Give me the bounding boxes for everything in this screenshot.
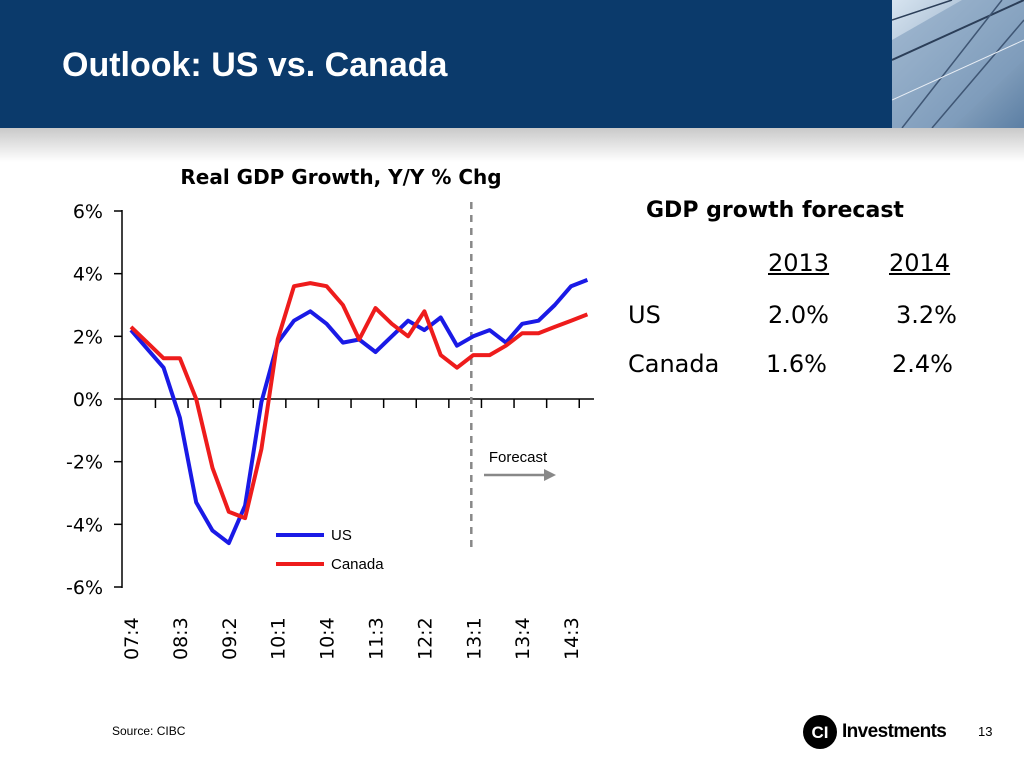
x-tick-label: 13:4 — [512, 617, 534, 660]
building-photo-graphic — [892, 0, 1024, 128]
forecast-canada-2013: 1.6% — [766, 350, 827, 378]
x-tick-label: 11:3 — [366, 617, 388, 660]
source-note: Source: CIBC — [112, 724, 186, 738]
forecast-year-2013: 2013 — [768, 249, 830, 277]
x-tick-label: 14:3 — [561, 617, 583, 660]
ci-logo-mark: CI — [803, 715, 837, 749]
forecast-arrow — [484, 469, 556, 481]
x-tick-label: 13:1 — [463, 617, 485, 660]
x-tick-label: 09:2 — [219, 617, 241, 660]
forecast-us-2014: 3.2% — [896, 301, 957, 329]
forecast-canada-2014: 2.4% — [892, 350, 953, 378]
page-number: 13 — [978, 724, 993, 739]
y-tick-label: 4% — [73, 264, 103, 286]
x-tick-label: 12:2 — [414, 617, 436, 660]
header-shadow — [0, 128, 1024, 162]
forecast-row-canada-label: Canada — [628, 350, 720, 378]
x-tick-label: 07:4 — [121, 617, 143, 660]
legend-us-label: US — [331, 527, 352, 544]
y-tick-label: 2% — [73, 326, 103, 348]
forecast-us-2013: 2.0% — [768, 301, 829, 329]
legend-canada-label: Canada — [331, 556, 384, 573]
x-tick-label: 10:1 — [268, 617, 290, 660]
ci-logo-text: Investments — [842, 721, 947, 742]
x-tick-label: 08:3 — [170, 617, 192, 660]
ci-logo-mark-text: CI — [812, 723, 829, 742]
y-tick-label: 6% — [73, 201, 103, 223]
y-tick-label: -4% — [66, 514, 103, 536]
y-tick-label: -6% — [66, 577, 103, 599]
building-photo — [892, 0, 1024, 128]
y-tick-label: -2% — [66, 452, 103, 474]
y-tick-label: 0% — [73, 389, 103, 411]
gdp-chart: Real GDP Growth, Y/Y % Chg 6% 4% 2% 0% -2% -4… — [66, 165, 594, 660]
chart-title: Real GDP Growth, Y/Y % Chg — [180, 165, 501, 189]
forecast-year-2014: 2014 — [889, 249, 951, 277]
series-line-canada — [129, 281, 589, 521]
forecast-row-us-label: US — [628, 301, 661, 329]
ci-investments-logo: CI Investments — [802, 714, 952, 750]
forecast-table-title: GDP growth forecast — [646, 198, 904, 223]
chart-legend: US Canada — [276, 527, 384, 573]
x-tick-label: 10:4 — [317, 617, 339, 660]
slide-header: Outlook: US vs. Canada — [0, 0, 892, 128]
forecast-label: Forecast — [489, 449, 548, 466]
slide-title: Outlook: US vs. Canada — [62, 46, 448, 84]
